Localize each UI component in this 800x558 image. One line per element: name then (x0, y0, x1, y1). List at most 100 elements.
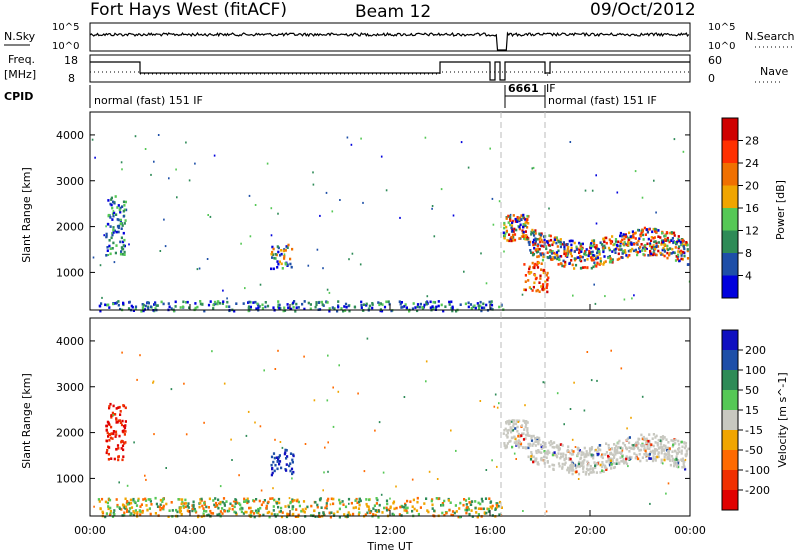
scatter-pixel (573, 381, 575, 384)
data-pixel (123, 204, 126, 207)
data-pixel (270, 463, 273, 467)
data-pixel (474, 506, 477, 510)
data-pixel (162, 506, 165, 509)
data-pixel (625, 455, 628, 458)
scatter-pixel (631, 297, 633, 300)
data-pixel (651, 437, 654, 440)
data-pixel (400, 301, 403, 304)
data-pixel (687, 447, 690, 451)
data-pixel (618, 451, 621, 454)
data-pixel (572, 450, 575, 453)
data-pixel (650, 252, 653, 256)
scatter-pixel (213, 154, 216, 157)
data-pixel (625, 462, 629, 466)
data-pixel (566, 243, 569, 246)
data-pixel (643, 247, 646, 251)
data-pixel (640, 444, 643, 447)
data-pixel (564, 260, 567, 264)
data-pixel (659, 439, 662, 442)
data-pixel (641, 437, 644, 441)
x-tick-label: 20:00 (574, 524, 606, 537)
data-pixel (608, 463, 612, 467)
data-pixel (628, 450, 631, 453)
data-pixel (528, 272, 531, 275)
colorbar-segment (722, 450, 738, 470)
data-pixel (680, 452, 683, 455)
data-pixel (636, 440, 639, 444)
data-pixel (518, 227, 521, 231)
data-pixel (645, 459, 648, 462)
scatter-pixel (595, 448, 597, 451)
data-pixel (287, 243, 290, 247)
colorbar-tick-label: 15 (745, 404, 759, 417)
data-pixel (343, 513, 346, 516)
data-pixel (368, 498, 371, 502)
data-pixel (567, 445, 570, 448)
data-pixel (542, 271, 545, 275)
scatter-pixel (153, 160, 155, 163)
data-pixel (516, 216, 519, 219)
data-pixel (559, 238, 562, 241)
data-pixel (178, 498, 181, 501)
data-pixel (120, 423, 124, 427)
data-pixel (601, 465, 604, 469)
data-pixel (114, 251, 117, 255)
data-pixel (550, 440, 553, 443)
nave-tick-bottom: 0 (708, 72, 715, 85)
data-pixel (497, 504, 500, 508)
scatter-pixel (112, 414, 114, 417)
scatter-pixel (569, 408, 572, 410)
data-pixel (110, 198, 113, 201)
data-pixel (104, 515, 107, 519)
data-pixel (622, 458, 625, 461)
data-pixel (218, 512, 221, 516)
data-pixel (596, 450, 599, 453)
data-pixel (679, 251, 682, 255)
data-pixel (679, 240, 682, 244)
sky-tick-bottom-right: 10^0 (708, 41, 735, 52)
data-pixel (207, 506, 210, 509)
data-pixel (506, 420, 509, 423)
data-pixel (107, 452, 110, 456)
data-pixel (121, 430, 124, 433)
data-pixel (288, 464, 291, 468)
data-pixel (553, 251, 556, 255)
data-pixel (518, 237, 521, 240)
data-pixel (649, 457, 652, 460)
scatter-pixel (203, 421, 205, 424)
data-pixel (479, 300, 482, 304)
data-pixel (291, 513, 294, 517)
data-pixel (628, 254, 631, 257)
data-pixel (471, 500, 474, 503)
data-pixel (149, 512, 152, 516)
data-pixel (330, 497, 333, 501)
scatter-pixel (112, 210, 115, 213)
data-pixel (245, 499, 248, 502)
data-pixel (533, 266, 536, 270)
data-pixel (411, 509, 414, 513)
data-pixel (651, 459, 655, 463)
data-pixel (235, 302, 238, 305)
scatter-pixel (348, 258, 350, 261)
data-pixel (505, 433, 508, 437)
data-pixel (666, 244, 669, 248)
data-pixel (277, 497, 281, 501)
scatter-pixel (604, 295, 606, 298)
data-pixel (546, 461, 549, 464)
data-pixel (106, 431, 109, 435)
data-pixel (540, 443, 543, 447)
data-pixel (601, 461, 604, 464)
scatter-pixel (653, 179, 655, 182)
data-pixel (616, 258, 619, 261)
data-pixel (597, 446, 600, 450)
x-tick-label: 08:00 (274, 524, 306, 537)
data-pixel (502, 432, 505, 435)
data-pixel (358, 497, 361, 501)
data-pixel (122, 425, 126, 428)
data-pixel (561, 264, 564, 268)
scatter-pixel (312, 183, 315, 186)
data-pixel (675, 465, 678, 468)
data-pixel (453, 511, 456, 515)
data-pixel (262, 501, 265, 504)
y-tick-label: 1000 (56, 472, 84, 485)
